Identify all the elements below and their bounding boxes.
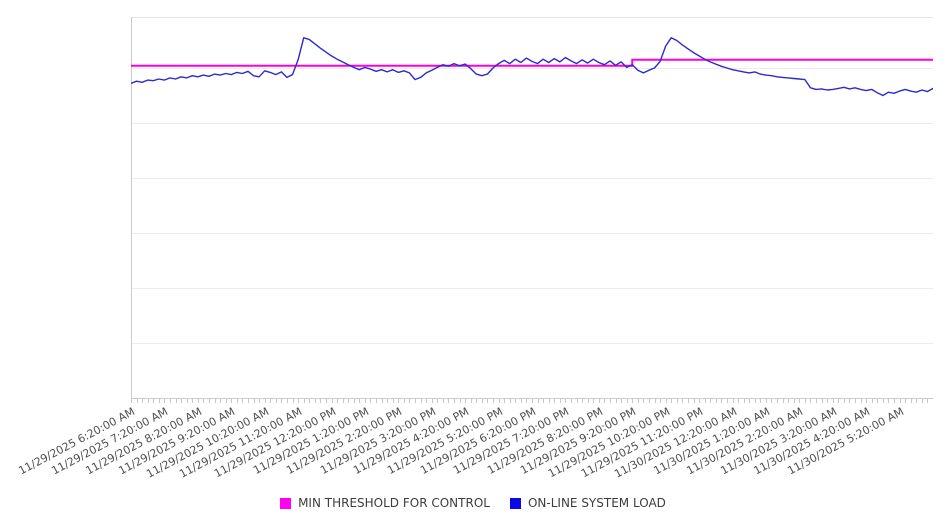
plot-area (131, 17, 933, 403)
load-series-line (131, 37, 933, 97)
legend-item-threshold[interactable]: MIN THRESHOLD FOR CONTROL (280, 496, 490, 510)
legend-item-load[interactable]: ON-LINE SYSTEM LOAD (509, 496, 666, 510)
y-gridlines (131, 68, 933, 344)
legend-label: ON-LINE SYSTEM LOAD (527, 496, 666, 510)
chart-legend: MIN THRESHOLD FOR CONTROL ON-LINE SYSTEM … (0, 496, 946, 510)
legend-label: MIN THRESHOLD FOR CONTROL (298, 496, 490, 510)
threshold-swatch (280, 497, 292, 509)
x-axis-ticks (131, 399, 928, 403)
load-swatch (509, 497, 521, 509)
threshold-series-line (131, 58, 933, 67)
